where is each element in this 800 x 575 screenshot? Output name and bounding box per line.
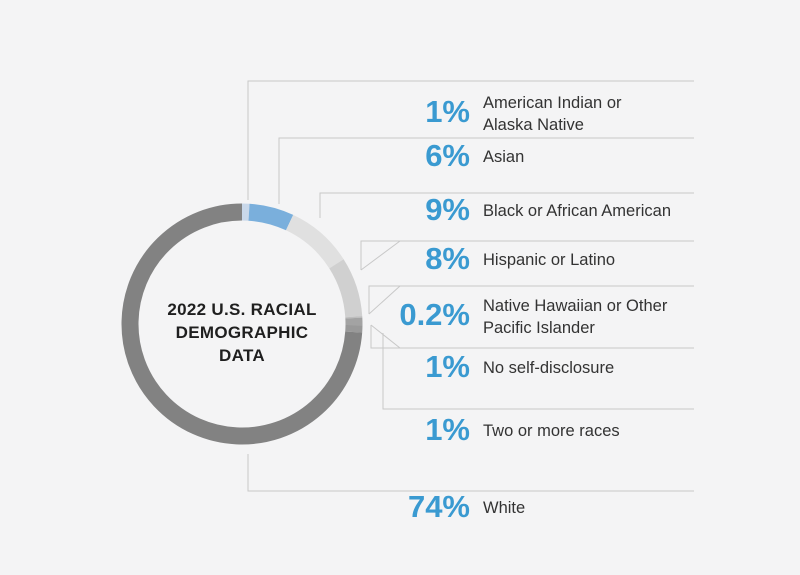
chart-title: 2022 U.S. RACIAL DEMOGRAPHIC DATA: [142, 298, 342, 367]
leader-lines: [247, 80, 694, 492]
chart-title-line-2: DEMOGRAPHIC: [175, 323, 309, 342]
donut-slice-3: [329, 259, 363, 318]
legend-value: 0.2%: [399, 297, 470, 332]
donut-slice-1: [248, 203, 294, 231]
legend-label-line: Native Hawaiian or Other: [483, 297, 668, 315]
legend-label: White: [483, 497, 713, 519]
legend-label: Black or African American: [483, 200, 713, 222]
legend-label: American Indian or Alaska Native: [483, 92, 713, 136]
legend-label-line: Black or African American: [483, 202, 671, 220]
legend-label-line: No self-disclosure: [483, 359, 615, 377]
legend-label-line: Two or more races: [483, 422, 620, 440]
leader-line-5: [370, 325, 694, 349]
leader-diagonal-0: [360, 240, 401, 271]
legend-value: 1%: [425, 94, 470, 129]
legend-value: 1%: [425, 349, 470, 384]
legend-label: Two or more races: [483, 420, 713, 442]
leader-line-7: [247, 454, 694, 492]
legend-label: Hispanic or Latino: [483, 249, 713, 271]
legend-value: 6%: [425, 138, 470, 173]
leader-line-2: [319, 192, 694, 218]
chart-title-line-3: DATA: [219, 346, 265, 365]
leader-line-0: [247, 80, 694, 200]
donut-slices: [121, 203, 363, 445]
legend-value: 1%: [425, 412, 470, 447]
legend-value: 9%: [425, 192, 470, 227]
leader-line-3: [360, 240, 694, 270]
legend-label-line: Asian: [483, 148, 525, 166]
donut-slice-7: [121, 203, 363, 445]
legend-value: 8%: [425, 241, 470, 276]
chart-title-line-1: 2022 U.S. RACIAL: [167, 300, 317, 319]
legend-label-line: White: [483, 499, 526, 517]
leader-line-4: [368, 285, 694, 314]
legend-value: 74%: [407, 489, 470, 524]
legend-label-line: Hispanic or Latino: [483, 251, 616, 269]
legend-label: Asian: [483, 146, 713, 168]
legend-label: Native Hawaiian or Other Pacific Islander: [483, 295, 713, 339]
legend-label-line: Alaska Native: [483, 116, 584, 134]
leader-diagonal-1: [368, 285, 401, 315]
leader-line-1: [278, 137, 694, 204]
legend-label: No self-disclosure: [483, 357, 713, 379]
legend-label-line: American Indian or: [483, 94, 622, 112]
donut-slice-2: [285, 214, 344, 269]
legend-label-line: Pacific Islander: [483, 319, 595, 337]
leader-diagonal-2: [370, 324, 401, 349]
